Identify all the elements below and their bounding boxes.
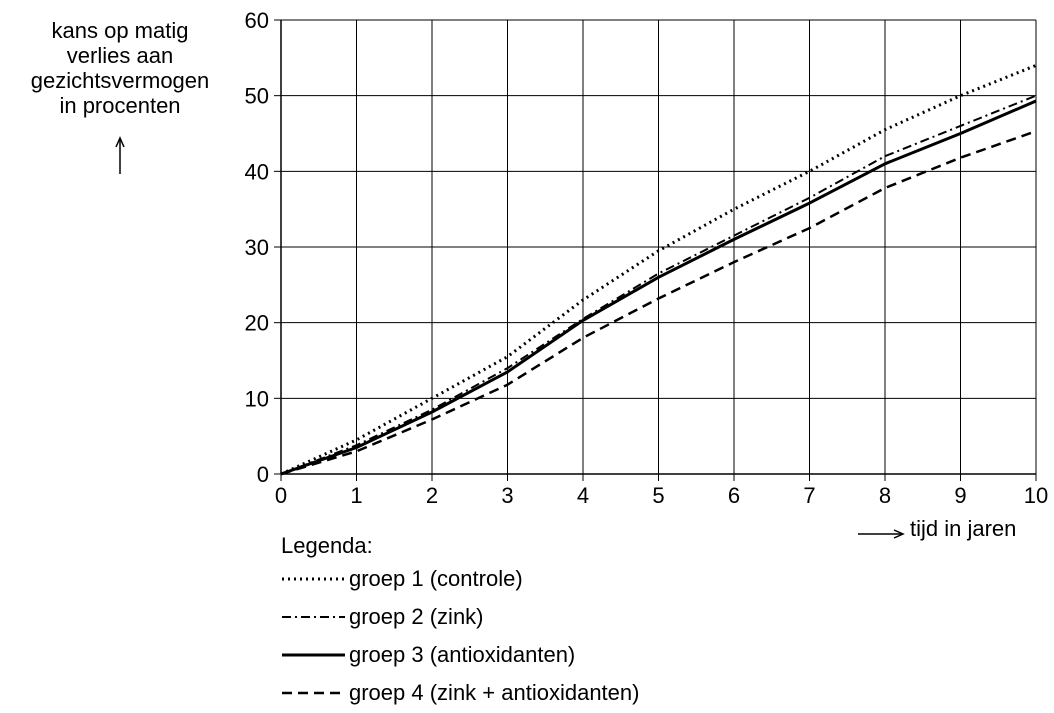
x-tick-label: 7 bbox=[803, 483, 815, 508]
y-tick-label: 50 bbox=[245, 84, 269, 109]
series-line-groep-1 bbox=[280, 64, 1037, 476]
legend-swatch-solid bbox=[282, 653, 345, 657]
x-tick-label: 4 bbox=[577, 483, 589, 508]
x-tick-label: 9 bbox=[954, 483, 966, 508]
x-tick-label: 3 bbox=[501, 483, 513, 508]
legend-swatch-dashed bbox=[282, 691, 345, 695]
legend-label: groep 2 (zink) bbox=[349, 604, 484, 629]
y-axis-label-line: kans op matig bbox=[51, 18, 189, 43]
legend-label: groep 3 (antioxidanten) bbox=[349, 642, 576, 667]
right-arrow-icon bbox=[858, 529, 905, 539]
x-tick-label: 8 bbox=[879, 483, 891, 508]
y-axis-label-line: verlies aan bbox=[66, 43, 174, 68]
series-line-groep-4 bbox=[280, 130, 1037, 476]
y-axis-label-line: gezichtsvermogen bbox=[30, 68, 210, 93]
y-tick-label: 10 bbox=[245, 386, 269, 411]
y-tick-label: 40 bbox=[245, 159, 269, 184]
legend-swatch-dashdot bbox=[282, 616, 345, 618]
y-tick-label: 0 bbox=[257, 462, 269, 487]
y-axis-label: kans op matig verlies aan gezichtsvermog… bbox=[0, 18, 240, 118]
x-tick-label: 6 bbox=[728, 483, 740, 508]
y-tick-label: 20 bbox=[245, 311, 269, 336]
x-tick-label: 1 bbox=[350, 483, 362, 508]
legend-title: Legenda: bbox=[281, 533, 373, 558]
up-arrow-icon bbox=[115, 136, 125, 174]
y-tick-label: 30 bbox=[245, 235, 269, 260]
y-tick-label: 60 bbox=[245, 8, 269, 33]
x-tick-label: 10 bbox=[1024, 483, 1048, 508]
series-line-groep-2 bbox=[280, 94, 1037, 475]
x-tick-label: 0 bbox=[275, 483, 287, 508]
legend-label: groep 4 (zink + antioxidanten) bbox=[349, 680, 640, 705]
x-tick-label: 2 bbox=[426, 483, 438, 508]
legend-label: groep 1 (controle) bbox=[349, 566, 523, 591]
y-axis-label-line: in procenten bbox=[59, 93, 181, 118]
x-axis-label: tijd in jaren bbox=[910, 516, 1017, 541]
series-line-groep-3 bbox=[280, 99, 1037, 476]
legend-swatch-dotted bbox=[282, 577, 345, 581]
x-tick-label: 5 bbox=[652, 483, 664, 508]
